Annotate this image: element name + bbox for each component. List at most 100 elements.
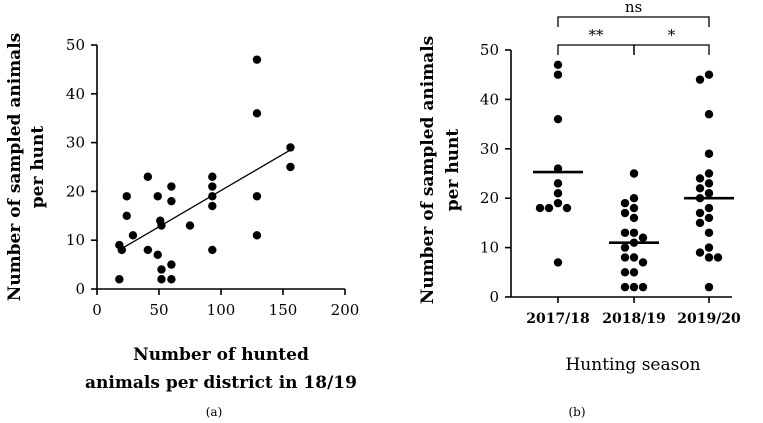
panel-b-y-tick-label: 0 [489,288,499,306]
panel-a-data-point [185,221,195,230]
panel-b-data-point [638,282,648,292]
panel-b-significance-bracket [633,44,710,55]
panel-b-significance-label: ** [589,26,605,44]
panel-a-y-tick-label: 50 [66,36,85,54]
panel-b-category-label: 2019/20 [677,311,741,327]
panel-a-data-point [208,182,217,191]
panel-b-data-point [695,184,705,193]
panel-b-data-point [695,75,705,84]
panel-b-significance-bracket [557,16,710,27]
panel-a-data-point [153,250,162,260]
panel-b-data-point [629,253,639,262]
panel-a-data-point [128,231,138,240]
panel-b-significance-label: * [668,26,676,44]
panel-a-data-point [157,265,166,274]
panel-a-data-point [167,182,176,191]
panel-b-data-point [553,258,563,267]
panel-b-data-point [713,253,723,262]
panel-b-data-point [553,189,563,198]
panel-a-data-point [167,275,176,284]
panel-b-y-label-line-1: Number of sampled animals [418,36,438,304]
panel-b-category-label: 2018/19 [602,311,666,327]
panel-a-x-label-line-1: Number of hunted [133,345,309,365]
panel-a-y-label-line-2: per hunt [28,126,48,209]
panel-a-label: (a) [206,405,223,419]
panel-b-data-point [638,233,648,242]
panel-a-data-point [122,192,131,201]
panel-a-data-point [208,201,217,211]
panel-b-data-point [695,208,705,218]
panel-a-data-point [167,196,176,206]
panel-b-data-point [544,203,554,213]
panel-b-data-point [620,268,630,277]
panel-b-y-label-line-2: per hunt [443,129,463,212]
panel-b-data-point [704,282,714,292]
panel-b-data-point [704,243,714,252]
panel-a-data-point [153,192,162,201]
panel-b-data-point [695,218,705,228]
panel-b-data-point [704,179,714,188]
panel-a-data-point [252,55,262,64]
panel-a-data-point [286,162,295,172]
panel-b-data-point [704,228,714,237]
panel-b-label: (b) [568,405,585,419]
panel-b-data-point [553,179,563,188]
panel-b-data-point [704,149,714,158]
panel-b-data-point [620,198,630,208]
panel-a-data-point [115,275,124,284]
panel-b-category-label: 2017/18 [526,311,590,327]
panel-b-significance-bracket [557,44,635,55]
panel-a-data-point [252,109,262,118]
panel-b-y-tick-label: 50 [480,41,499,59]
panel-a-x-tick-label: 200 [331,301,360,319]
panel-b-data-point [704,110,714,119]
panel-a-data-point [208,245,217,255]
panel-b-data-point [620,208,630,218]
panel-a-x-tick-label: 0 [92,301,102,319]
panel-b-data-point [704,203,714,213]
panel-b-x-label: Hunting season [565,355,700,375]
panel-a-regression-line [118,149,291,251]
panel-b-data-point [620,228,630,237]
panel-b-data-point [695,248,705,257]
panel-b-data-point [629,282,639,292]
panel-b-data-point [629,203,639,213]
panel-b-y-tick-label: 10 [480,239,499,257]
panel-a-data-point [167,260,176,269]
panel-a-data-point [143,245,153,255]
panel-a-x-tick-label: 150 [269,301,298,319]
panel-b-data-point [704,70,714,79]
panel-a-y-tick-label: 20 [66,182,85,200]
panel-a-x-tick-label: 50 [149,301,168,319]
panel-b-data-point [553,70,563,79]
panel-b-data-point [553,198,563,208]
panel-a-data-point [252,192,262,201]
panel-b-data-point [620,253,630,262]
panel-a-x-label-line-2: animals per district in 18/19 [85,373,357,393]
panel-b-data-point [704,189,714,198]
panel-b-significance-label: ns [625,0,642,16]
panel-a-data-point [122,211,131,220]
panel-b-data-point [638,258,648,267]
panel-b-data-point [704,169,714,178]
panel-b-data-point [553,60,563,70]
panel-b-data-point [629,194,639,203]
panel-a-y-label-line-1: Number of sampled animals [5,33,25,301]
panel-a-data-point [252,231,262,240]
panel-a-y-tick-label: 0 [75,280,85,298]
panel-b-y-tick-label: 20 [480,189,499,207]
panel-a-data-point [208,172,217,181]
panel-a-data-point [286,143,295,152]
panel-a-y-tick-label: 40 [66,85,85,103]
panel-b-y-tick-label: 40 [480,90,499,108]
panel-b-data-point [553,114,563,124]
panel-b-data-point [620,282,630,292]
panel-b-data-point [562,203,572,213]
panel-a-data-point [157,275,166,284]
panel-a-scatter: 0 50 100 150 200 0 10 20 30 40 50 Number of sample… [5,33,359,419]
panel-b-data-point [535,203,545,213]
panel-a-x-tick-label: 100 [207,301,236,319]
panel-a-y-tick-label: 30 [66,134,85,152]
